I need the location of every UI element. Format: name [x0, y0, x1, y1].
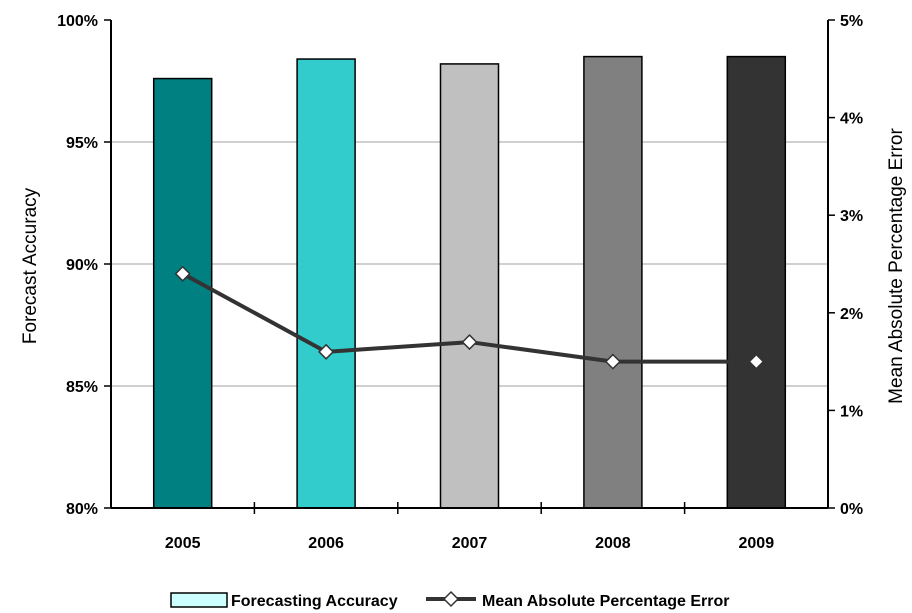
- mape-line-series: [174, 265, 765, 370]
- left-tick-label: 100%: [57, 13, 98, 30]
- mape-point-2008: [604, 353, 621, 370]
- legend-marker-diamond-icon: [442, 590, 460, 608]
- x-tick-label: 2009: [739, 535, 775, 552]
- x-tick-label: 2008: [595, 535, 631, 552]
- x-tick-label: 2006: [308, 535, 344, 552]
- left-tick-label: 80%: [66, 501, 98, 518]
- bar-2006: [296, 58, 356, 509]
- x-tick-label: 2005: [165, 535, 201, 552]
- x-axis-ticks: 2005 2006 2007 2008 2009: [165, 535, 774, 552]
- right-tick-label: 2%: [840, 306, 863, 323]
- left-tick-label: 90%: [66, 257, 98, 274]
- right-tick-label: 4%: [840, 111, 863, 128]
- bars: [152, 55, 787, 509]
- bar-2005: [152, 77, 213, 509]
- mape-point-2005: [174, 265, 191, 282]
- left-tick-label: 95%: [66, 135, 98, 152]
- bar-2009: [726, 55, 787, 509]
- left-axis-title: Forecast Accuracy: [20, 187, 41, 344]
- right-tick-label: 0%: [840, 501, 863, 518]
- right-tick-label: 1%: [840, 403, 863, 420]
- legend: Forecasting Accuracy Mean Absolute Perce…: [170, 590, 729, 610]
- x-tick-label: 2007: [452, 535, 488, 552]
- legend-label-forecasting-accuracy: Forecasting Accuracy: [231, 593, 398, 610]
- left-tick-label: 85%: [66, 379, 98, 396]
- right-tick-label: 5%: [840, 13, 863, 30]
- right-axis-title: Mean Absolute Percentage Error: [886, 128, 907, 404]
- left-axis-ticks: 80% 85% 90% 95% 100%: [57, 13, 111, 518]
- mape-point-2006: [318, 343, 335, 360]
- bar-2008: [583, 55, 643, 509]
- mape-point-2009: [748, 353, 765, 370]
- legend-swatch-forecasting-accuracy: [170, 592, 228, 608]
- bar-2007: [439, 63, 500, 509]
- right-tick-label: 3%: [840, 208, 863, 225]
- legend-label-mape: Mean Absolute Percentage Error: [482, 593, 729, 610]
- mape-point-2007: [461, 334, 478, 351]
- right-axis-ticks: 0% 1% 2% 3% 4% 5%: [828, 13, 863, 518]
